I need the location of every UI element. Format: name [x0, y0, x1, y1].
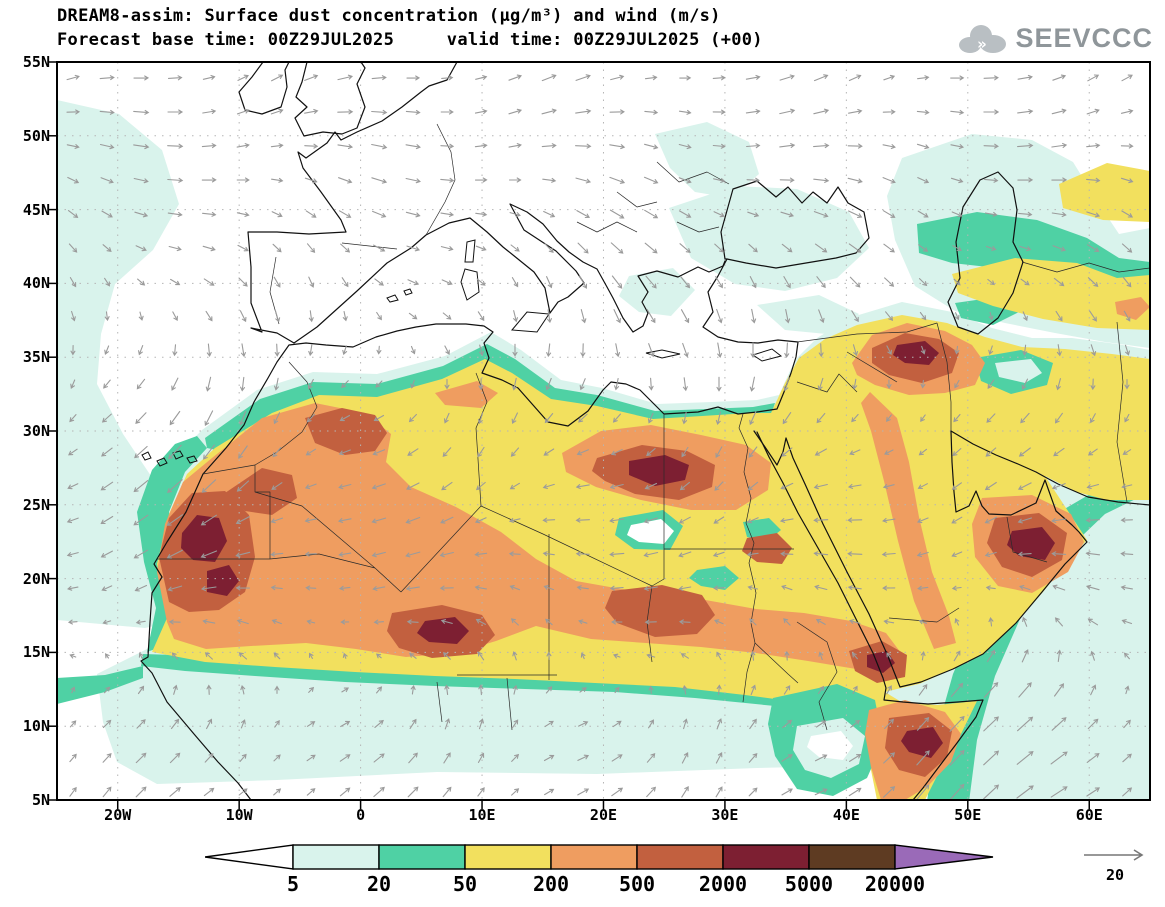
map-border: [56, 61, 1151, 801]
lon-tick-label: 50E: [954, 806, 982, 824]
svg-text:»: »: [978, 35, 988, 53]
lat-tick-label: 5N: [31, 791, 50, 809]
lon-tick-label: 0: [356, 806, 366, 824]
wind-reference-label: 20: [1105, 866, 1125, 884]
seevccc-logo: » SEEVCCC: [956, 18, 1153, 58]
colorbar-level-label: 500: [618, 872, 656, 896]
colorbar-level-label: 2000: [698, 872, 748, 896]
wind-arrows-path: [66, 74, 1134, 800]
colorbar-level-label: 50: [452, 872, 478, 896]
title-line2: Forecast base time: 00Z29JUL2025 valid t…: [57, 30, 763, 50]
lat-tick-label: 40N: [22, 274, 50, 293]
coastlines-borders: [140, 62, 1150, 800]
colorbar-segment: [378, 844, 466, 870]
lon-tick-label: 40E: [832, 806, 860, 824]
colorbar-segment: [292, 844, 380, 870]
map-area: [48, 61, 1151, 809]
lat-tick-label: 10N: [22, 717, 50, 736]
colorbar-labels: 5 20 50 200 500 2000 5000 20000: [205, 872, 995, 898]
lat-tick-label: 15N: [22, 643, 50, 662]
colorbar-segment: [808, 844, 896, 870]
wind-vectors: [66, 74, 1134, 800]
lat-tick-label: 25N: [22, 495, 50, 514]
lon-tick-label: 60E: [1075, 806, 1103, 824]
lon-tick-label: 10W: [225, 806, 253, 824]
lat-tick-label: 30N: [22, 422, 50, 440]
wind-reference-arrow: [1084, 849, 1144, 861]
colorbar-level-label: 20000: [864, 872, 926, 896]
colorbar-arrow-high: [894, 844, 994, 870]
graticule-grid: [57, 62, 1150, 800]
colorbar-segment: [722, 844, 810, 870]
colorbar-segment: [550, 844, 638, 870]
colorbar-level-label: 200: [532, 872, 570, 896]
dust-concentration-layer: [57, 100, 1150, 800]
title-line1: DREAM8-assim: Surface dust concentration…: [57, 6, 721, 26]
colorbar-arrow-low: [205, 844, 294, 870]
colorbar-segment: [636, 844, 724, 870]
lat-tick-label: 50N: [22, 126, 50, 145]
colorbar-level-label: 20: [366, 872, 392, 896]
lat-tick-label: 45N: [22, 200, 50, 219]
cloud-icon: »: [959, 25, 1007, 53]
colorbar-level-label: 5000: [784, 872, 834, 896]
lat-tick-label: 55N: [22, 53, 50, 71]
lon-tick-label: 20W: [104, 806, 132, 824]
colorbar: [205, 844, 994, 870]
axis-ticks: [48, 61, 1090, 809]
lat-tick-label: 35N: [22, 348, 50, 367]
lon-tick-label: 20E: [589, 806, 618, 824]
logo-text: SEEVCCC: [1015, 22, 1153, 53]
map-svg: [48, 61, 1151, 809]
colorbar-level-label: 5: [286, 872, 300, 896]
lon-tick-label: 10E: [468, 806, 496, 824]
lat-tick-label: 20N: [22, 569, 50, 588]
lon-tick-label: 30E: [711, 806, 739, 824]
colorbar-segment: [464, 844, 552, 870]
